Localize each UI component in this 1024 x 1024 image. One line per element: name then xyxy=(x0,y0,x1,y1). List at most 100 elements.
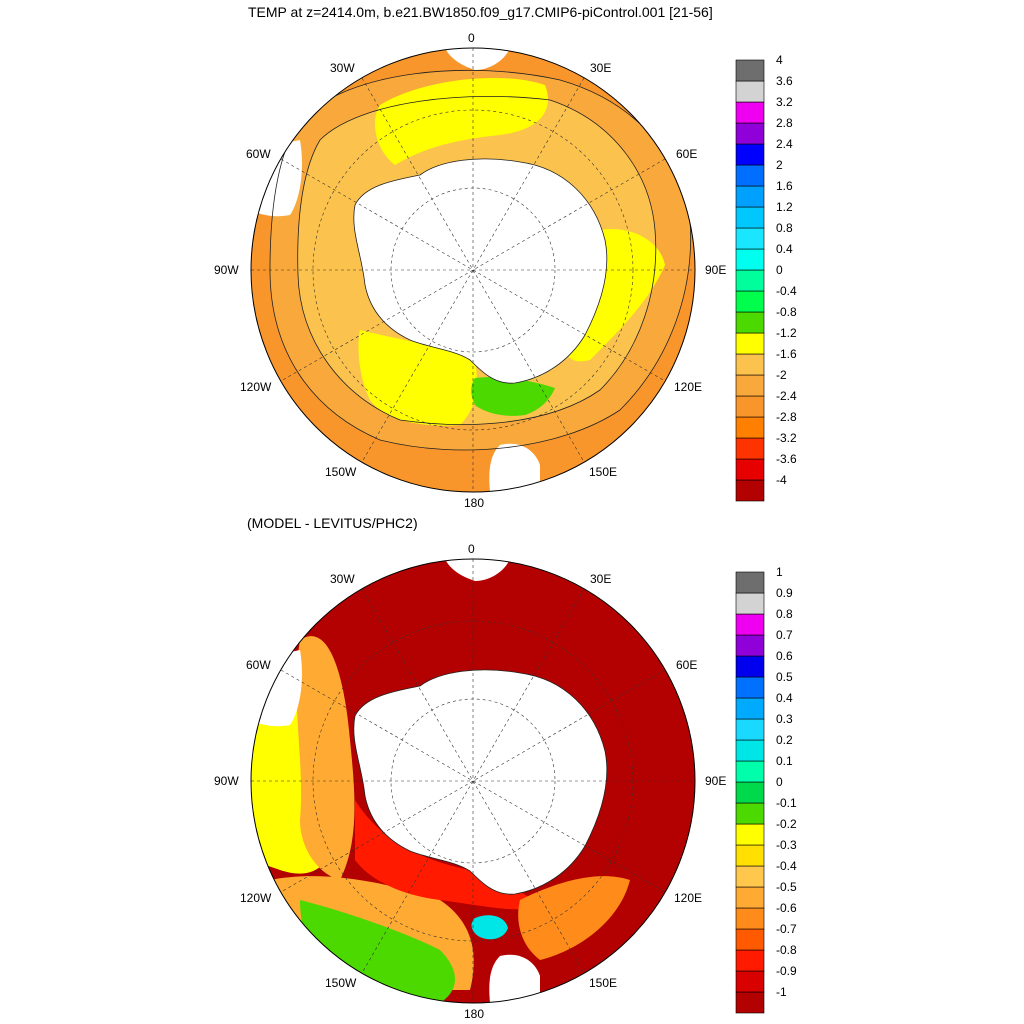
bottom-colorbar-label-2: 0.8 xyxy=(776,607,793,621)
top-colorbar-box-13 xyxy=(735,206,765,229)
top-colorbar-box-20 xyxy=(735,59,765,82)
bottom-field-orange-se xyxy=(518,876,630,960)
top-map-border xyxy=(250,47,696,493)
top-colorbar-box-0 xyxy=(735,479,765,502)
top-colorbar-box-6 xyxy=(735,353,765,376)
bottom-colorbar-label-7: 0.3 xyxy=(776,712,793,726)
bottom-colorbar-label-14: -0.4 xyxy=(776,859,797,873)
bottom-colorbar-box-14 xyxy=(735,697,765,720)
top-colorbar-label-15: -2 xyxy=(776,368,787,382)
top-lon-label-90w: 90W xyxy=(214,263,239,277)
bottom-colorbar-box-7 xyxy=(735,844,765,867)
top-colorbar-box-8 xyxy=(735,311,765,334)
top-graticule xyxy=(251,48,695,492)
bottom-colorbar-box-19 xyxy=(735,592,765,615)
bottom-graticule xyxy=(251,559,695,1003)
bottom-colorbar-label-5: 0.5 xyxy=(776,670,793,684)
bottom-lon-label-150w: 150W xyxy=(325,976,357,990)
top-colorbar-label-8: 0.8 xyxy=(776,221,793,235)
bottom-land-africa xyxy=(445,559,510,581)
bottom-map-border xyxy=(250,558,696,1004)
top-colorbar-label-17: -2.8 xyxy=(776,410,797,424)
bottom-lon-label-90w: 90W xyxy=(214,774,239,788)
top-colorbar-label-5: 2 xyxy=(776,158,783,172)
top-colorbar-label-9: 0.4 xyxy=(776,242,793,256)
bottom-colorbar-box-12 xyxy=(735,739,765,762)
top-colorbar-box-10 xyxy=(735,269,765,292)
top-colorbar-label-7: 1.2 xyxy=(776,200,793,214)
top-yellow-south xyxy=(358,330,477,426)
top-colorbar-label-11: -0.4 xyxy=(776,284,797,298)
bottom-colorbar: 1 0.9 0.8 0.7 0.6 0.5 0.4 0.3 0.2 0.1 0 -0.1 -0.2 -0.… xyxy=(735,565,797,1014)
top-lon-label-180: 180 xyxy=(464,496,485,510)
bottom-colorbar-box-16 xyxy=(735,655,765,678)
bottom-lon-label-120e: 120E xyxy=(674,891,703,905)
bottom-colorbar-box-4 xyxy=(735,907,765,930)
top-colorbar-label-2: 3.2 xyxy=(776,95,793,109)
top-colorbar-box-15 xyxy=(735,164,765,187)
top-yellow-north xyxy=(375,77,548,165)
bottom-colorbar-box-18 xyxy=(735,613,765,636)
top-colorbar-box-19 xyxy=(735,80,765,103)
top-colorbar-box-11 xyxy=(735,248,765,271)
bottom-lon-label-150e: 150E xyxy=(589,976,618,990)
top-lon-label-60e: 60E xyxy=(676,147,698,161)
bottom-colorbar-label-10: 0 xyxy=(776,775,783,789)
top-land-antarctica xyxy=(353,158,608,384)
top-colorbar-label-19: -3.6 xyxy=(776,452,797,466)
top-colorbar-box-18 xyxy=(735,101,765,124)
bottom-lon-label-0: 0 xyxy=(468,542,475,556)
top-colorbar-label-13: -1.2 xyxy=(776,326,797,340)
bottom-colorbar-box-9 xyxy=(735,802,765,825)
top-colorbar-label-0: 4 xyxy=(776,53,783,67)
bottom-lon-label-60w: 60W xyxy=(246,658,271,672)
top-colorbar-box-2 xyxy=(735,437,765,460)
bottom-field-cyan-spot xyxy=(471,915,508,940)
bottom-colorbar-label-0: 1 xyxy=(776,565,783,579)
top-colorbar-label-3: 2.8 xyxy=(776,116,793,130)
bottom-colorbar-box-2 xyxy=(735,949,765,972)
top-lon-label-120w: 120W xyxy=(240,380,272,394)
bottom-lon-label-90e: 90E xyxy=(705,774,727,788)
bottom-colorbar-label-15: -0.5 xyxy=(776,880,797,894)
bottom-colorbar-box-17 xyxy=(735,634,765,657)
top-lon-label-30e: 30E xyxy=(590,61,612,75)
bottom-title: (MODEL - LEVITUS/PHC2) xyxy=(247,515,418,531)
top-lon-label-120e: 120E xyxy=(674,380,703,394)
bottom-colorbar-box-0 xyxy=(735,991,765,1014)
top-colorbar-box-5 xyxy=(735,374,765,397)
top-contours xyxy=(269,69,692,451)
top-green-patch xyxy=(471,377,555,416)
bottom-colorbar-box-6 xyxy=(735,865,765,888)
bottom-colorbar-box-10 xyxy=(735,781,765,804)
bottom-colorbar-box-8 xyxy=(735,823,765,846)
bottom-colorbar-label-12: -0.2 xyxy=(776,817,797,831)
top-colorbar-box-4 xyxy=(735,395,765,418)
bottom-land-australia xyxy=(489,954,540,1003)
bottom-colorbar-label-8: 0.2 xyxy=(776,733,793,747)
top-colorbar-label-14: -1.6 xyxy=(776,347,797,361)
bottom-colorbar-label-20: -1 xyxy=(776,985,787,999)
top-lon-label-30w: 30W xyxy=(330,61,355,75)
bottom-colorbar-label-9: 0.1 xyxy=(776,754,793,768)
bottom-colorbar-box-15 xyxy=(735,676,765,699)
bottom-colorbar-label-18: -0.8 xyxy=(776,943,797,957)
top-colorbar-label-1: 3.6 xyxy=(776,74,793,88)
top-colorbar-box-14 xyxy=(735,185,765,208)
bottom-colorbar-box-20 xyxy=(735,571,765,594)
bottom-colorbar-label-1: 0.9 xyxy=(776,586,793,600)
top-colorbar-box-9 xyxy=(735,290,765,313)
top-colorbar-label-4: 2.4 xyxy=(776,137,793,151)
top-polar-map xyxy=(250,47,696,493)
bottom-lon-label-30e: 30E xyxy=(590,572,612,586)
bottom-lon-label-180: 180 xyxy=(464,1007,485,1021)
top-colorbar-label-16: -2.4 xyxy=(776,389,797,403)
bottom-colorbar-label-4: 0.6 xyxy=(776,649,793,663)
top-lon-label-0: 0 xyxy=(468,31,475,45)
top-colorbar-box-1 xyxy=(735,458,765,481)
top-land-africa xyxy=(445,48,510,70)
top-colorbar-box-16 xyxy=(735,143,765,166)
top-lon-label-60w: 60W xyxy=(246,147,271,161)
top-colorbar-label-18: -3.2 xyxy=(776,431,797,445)
